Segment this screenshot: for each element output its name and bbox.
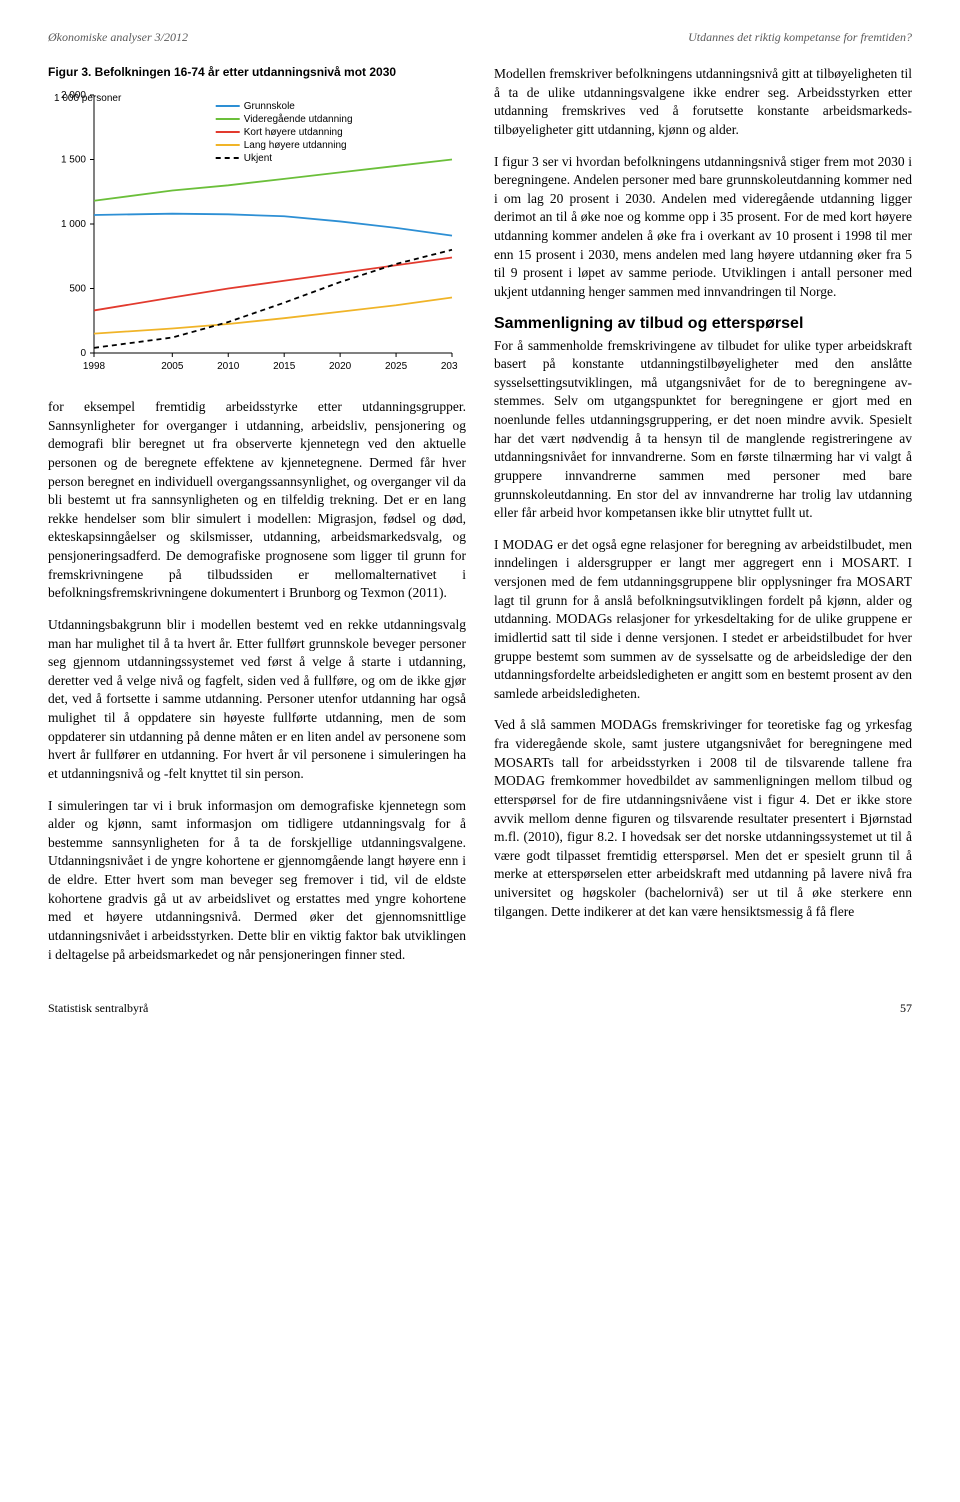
svg-text:2005: 2005 xyxy=(161,361,184,372)
section-heading: Sammenligning av tilbud og etterspørsel xyxy=(494,315,912,333)
running-header: Økonomiske analyser 3/2012 Utdannes det … xyxy=(48,30,912,45)
svg-text:2 000: 2 000 xyxy=(61,90,86,101)
body-paragraph: Ved å slå sammen MODAGs fremskrivinger f… xyxy=(494,716,912,921)
body-paragraph: I simuleringen tar vi i bruk informasjon… xyxy=(48,797,466,965)
svg-text:2030: 2030 xyxy=(441,361,458,372)
body-paragraph: for eksempel fremtidig arbeidsstyrke ett… xyxy=(48,398,466,603)
right-column: Modellen fremskriver befolkningens utdan… xyxy=(494,65,912,977)
svg-text:Lang høyere utdanning: Lang høyere utdanning xyxy=(244,140,347,151)
header-right: Utdannes det riktig kompetanse for fremt… xyxy=(688,30,912,45)
footer-publisher: Statistisk sentralbyrå xyxy=(48,1001,148,1016)
svg-text:Videregående utdanning: Videregående utdanning xyxy=(244,113,353,125)
right-paragraphs-post: For å sammenholde fremskrivingene av til… xyxy=(494,337,912,922)
svg-text:Ukjent: Ukjent xyxy=(244,153,273,164)
svg-text:2010: 2010 xyxy=(217,361,240,372)
body-paragraph: Modellen fremskriver befolkningens utdan… xyxy=(494,65,912,140)
svg-text:2015: 2015 xyxy=(273,361,296,372)
svg-text:Kort høyere utdanning: Kort høyere utdanning xyxy=(244,127,343,138)
page-number: 57 xyxy=(900,1001,912,1016)
main-columns: Figur 3. Befolkningen 16-74 år etter utd… xyxy=(48,65,912,977)
figure-3-chart: 1 000 personer05001 0001 5002 0001998200… xyxy=(48,87,466,382)
header-left: Økonomiske analyser 3/2012 xyxy=(48,30,188,45)
chart-canvas: 1 000 personer05001 0001 5002 0001998200… xyxy=(48,87,458,377)
svg-text:1 500: 1 500 xyxy=(61,155,86,166)
svg-text:1 000: 1 000 xyxy=(61,219,86,230)
svg-text:2025: 2025 xyxy=(385,361,408,372)
body-paragraph: I MODAG er det også egne relasjoner for … xyxy=(494,536,912,704)
svg-text:500: 500 xyxy=(69,284,86,295)
left-column: Figur 3. Befolkningen 16-74 år etter utd… xyxy=(48,65,466,977)
svg-text:0: 0 xyxy=(80,348,86,359)
body-paragraph: For å sammenholde fremskrivingene av til… xyxy=(494,337,912,523)
body-paragraph: I figur 3 ser vi hvordan befolkningens u… xyxy=(494,153,912,302)
svg-text:1998: 1998 xyxy=(83,361,106,372)
figure-title: Figur 3. Befolkningen 16-74 år etter utd… xyxy=(48,65,466,79)
svg-text:2020: 2020 xyxy=(329,361,352,372)
svg-text:Grunnskole: Grunnskole xyxy=(244,101,296,112)
left-paragraphs: for eksempel fremtidig arbeidsstyrke ett… xyxy=(48,398,466,964)
body-paragraph: Utdanningsbakgrunn blir i modellen beste… xyxy=(48,616,466,784)
right-paragraphs-pre: Modellen fremskriver befolkningens utdan… xyxy=(494,65,912,302)
page-footer: Statistisk sentralbyrå 57 xyxy=(48,1001,912,1016)
